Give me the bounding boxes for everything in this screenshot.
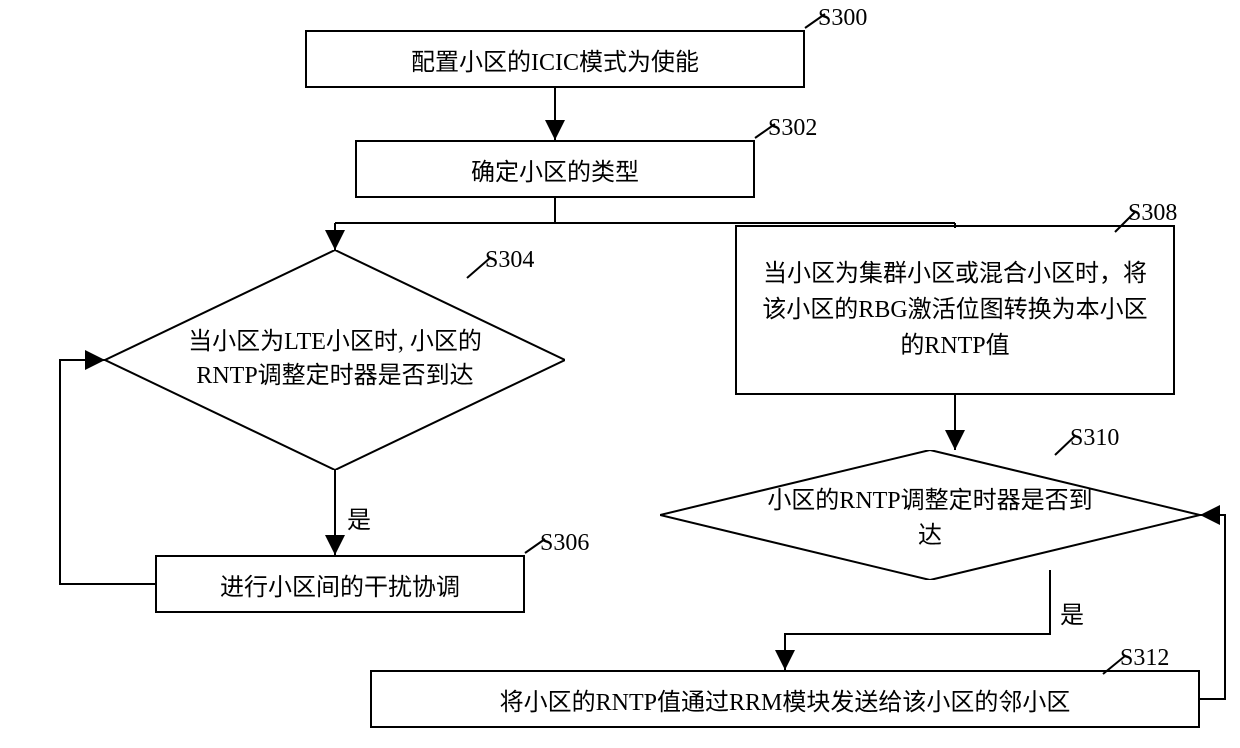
label-s306-id: S306 xyxy=(540,530,589,557)
node-s306: 进行小区间的干扰协调 xyxy=(155,555,525,613)
label-s304-id: S304 xyxy=(485,247,534,274)
node-s304-text: 当小区为LTE小区时, 小区的RNTP调整定时器是否到达 xyxy=(188,326,482,393)
node-s300: 配置小区的ICIC模式为使能 xyxy=(305,30,805,88)
label-s302-id: S302 xyxy=(768,115,817,142)
node-s302: 确定小区的类型 xyxy=(355,140,755,198)
label-s310-yes: 是 xyxy=(1060,595,1084,630)
node-s310-text: 小区的RNTP调整定时器是否到达 xyxy=(757,480,1103,550)
node-s306-text: 进行小区间的干扰协调 xyxy=(220,567,460,602)
node-s312: 将小区的RNTP值通过RRM模块发送给该小区的邻小区 xyxy=(370,670,1200,728)
node-s302-text: 确定小区的类型 xyxy=(471,152,639,187)
node-s300-text: 配置小区的ICIC模式为使能 xyxy=(411,42,699,77)
label-s312-id: S312 xyxy=(1120,645,1169,672)
node-s310: 小区的RNTP调整定时器是否到达 xyxy=(660,450,1200,580)
edge-s312-loop xyxy=(1200,515,1225,699)
label-s300-id: S300 xyxy=(818,5,867,32)
node-s308: 当小区为集群小区或混合小区时，将该小区的RBG激活位图转换为本小区的RNTP值 xyxy=(735,225,1175,395)
edge-s310-s312 xyxy=(785,570,1050,670)
label-s310-id: S310 xyxy=(1070,425,1119,452)
node-s312-text: 将小区的RNTP值通过RRM模块发送给该小区的邻小区 xyxy=(500,682,1071,717)
label-s308-id: S308 xyxy=(1128,200,1177,227)
node-s304: 当小区为LTE小区时, 小区的RNTP调整定时器是否到达 xyxy=(105,250,565,470)
node-s308-text: 当小区为集群小区或混合小区时，将该小区的RBG激活位图转换为本小区的RNTP值 xyxy=(757,256,1153,364)
label-s304-yes: 是 xyxy=(347,500,371,535)
